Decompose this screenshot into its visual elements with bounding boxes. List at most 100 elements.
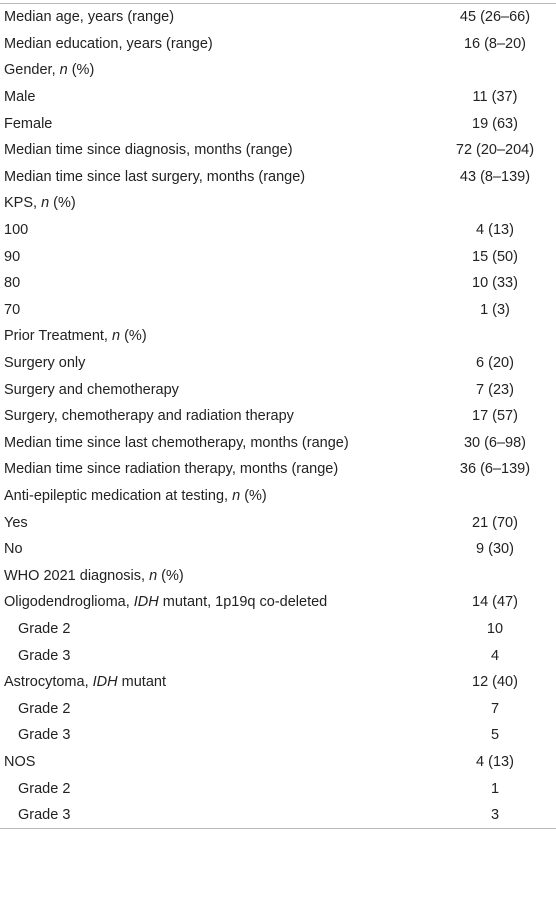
table-row: Median time since last surgery, months (… <box>0 164 556 191</box>
label-text: Median time since diagnosis, months (ran… <box>4 142 293 159</box>
row-value: 6 (20) <box>476 355 514 372</box>
row-label: Median time since diagnosis, months (ran… <box>0 137 434 164</box>
row-label: Gender, n (%) <box>0 57 434 84</box>
table-row: Grade 2 1 <box>0 775 556 802</box>
label-text: Astrocytoma, <box>4 674 93 691</box>
row-value: 43 (8–139) <box>459 168 531 185</box>
row-value <box>434 562 556 589</box>
row-label: 100 <box>0 217 434 244</box>
label-text: Grade 3 <box>18 807 71 824</box>
row-label: Surgery and chemotherapy <box>0 376 434 403</box>
label-text: Grade 2 <box>18 700 71 717</box>
row-label: Median time since last surgery, months (… <box>0 164 434 191</box>
row-value: 10 (33) <box>472 275 518 292</box>
label-text: No <box>4 541 23 558</box>
table-row: Surgery only 6 (20) <box>0 350 556 377</box>
row-value: 3 <box>490 807 500 824</box>
label-text: Median time since radiation therapy, mon… <box>4 461 339 478</box>
table-row: Grade 2 10 <box>0 616 556 643</box>
label-text: NOS <box>4 753 36 770</box>
label-text: Gender, <box>4 62 60 79</box>
row-value: 12 (40) <box>472 674 518 691</box>
label-italic: IDH <box>92 674 118 691</box>
row-value: 7 <box>490 700 500 717</box>
table-row: Prior Treatment, n (%) <box>0 323 556 350</box>
row-label: 80 <box>0 270 434 297</box>
label-text: Female <box>4 115 53 132</box>
row-value: 4 <box>490 647 500 664</box>
label-text: mutant, 1p19q co-deleted <box>158 594 328 611</box>
label-text: WHO 2021 diagnosis, <box>4 567 150 584</box>
table-row: Median time since diagnosis, months (ran… <box>0 137 556 164</box>
table-row: Astrocytoma, IDH mutant 12 (40) <box>0 669 556 696</box>
row-label: Grade 2 <box>0 775 434 802</box>
label-text: (%) <box>157 567 184 584</box>
label-text: (%) <box>240 487 267 504</box>
table-row: 70 1 (3) <box>0 297 556 324</box>
label-text: Yes <box>4 514 28 531</box>
label-text: Prior Treatment, <box>4 328 112 345</box>
row-value: 14 (47) <box>472 594 518 611</box>
label-text: Grade 2 <box>18 780 71 797</box>
table-row: KPS, n (%) <box>0 190 556 217</box>
row-label: WHO 2021 diagnosis, n (%) <box>0 562 434 589</box>
label-italic: n <box>232 487 241 504</box>
row-value <box>434 323 556 350</box>
row-label: 90 <box>0 243 434 270</box>
table-row: Anti-epileptic medication at testing, n … <box>0 483 556 510</box>
table-row: Gender, n (%) <box>0 57 556 84</box>
row-value: 30 (6–98) <box>463 434 527 451</box>
label-italic: IDH <box>133 594 159 611</box>
data-table: Median age, years (range) 45 (26–66) Media… <box>0 3 556 830</box>
row-value: 45 (26–66) <box>459 9 531 26</box>
row-value: 11 (37) <box>472 89 518 106</box>
row-label: Median education, years (range) <box>0 31 434 58</box>
row-value: 1 (3) <box>480 301 510 318</box>
row-label: Median time since last chemotherapy, mon… <box>0 430 434 457</box>
row-value <box>434 190 556 217</box>
row-value <box>434 57 556 84</box>
label-text: Surgery, chemotherapy and radiation ther… <box>4 408 294 425</box>
row-value: 15 (50) <box>472 248 518 265</box>
row-value: 36 (6–139) <box>459 461 531 478</box>
row-label: Grade 2 <box>0 695 434 722</box>
label-text: Median time since last chemotherapy, mon… <box>4 434 349 451</box>
label-italic: n <box>41 195 50 212</box>
table-row: NOS 4 (13) <box>0 749 556 776</box>
row-label: Median age, years (range) <box>0 4 434 31</box>
label-text: Grade 3 <box>18 647 71 664</box>
table-row: 80 10 (33) <box>0 270 556 297</box>
table-row: Grade 3 3 <box>0 802 556 829</box>
label-text: (%) <box>67 62 95 79</box>
row-value: 21 (70) <box>472 514 518 531</box>
row-value: 10 <box>486 620 504 637</box>
row-label: Prior Treatment, n (%) <box>0 323 434 350</box>
row-value: 19 (63) <box>472 115 518 132</box>
table-row: Grade 2 7 <box>0 695 556 722</box>
row-label: Grade 3 <box>0 802 434 829</box>
table-row: No 9 (30) <box>0 536 556 563</box>
table-row: Median age, years (range) 45 (26–66) <box>0 4 556 31</box>
label-italic: n <box>111 328 121 345</box>
table-row: Surgery and chemotherapy 7 (23) <box>0 376 556 403</box>
row-value: 1 <box>490 780 500 797</box>
row-label: NOS <box>0 749 434 776</box>
row-label: Female <box>0 110 434 137</box>
label-text: Male <box>4 89 36 106</box>
table-row: 90 15 (50) <box>0 243 556 270</box>
row-value <box>434 483 556 510</box>
table-row: Grade 3 4 <box>0 642 556 669</box>
row-value: 9 (30) <box>476 541 514 558</box>
table-row: Surgery, chemotherapy and radiation ther… <box>0 403 556 430</box>
row-label: Grade 2 <box>0 616 434 643</box>
page: Median age, years (range) 45 (26–66) Media… <box>0 3 556 905</box>
row-label: Surgery only <box>0 350 434 377</box>
label-italic: n <box>149 567 158 584</box>
row-value: 4 (13) <box>476 222 514 239</box>
table-row: Median time since last chemotherapy, mon… <box>0 430 556 457</box>
row-value: 72 (20–204) <box>455 142 535 159</box>
label-text: Surgery and chemotherapy <box>4 381 179 398</box>
row-value: 4 (13) <box>476 753 514 770</box>
label-text: 70 <box>4 301 21 318</box>
row-label: Anti-epileptic medication at testing, n … <box>0 483 434 510</box>
